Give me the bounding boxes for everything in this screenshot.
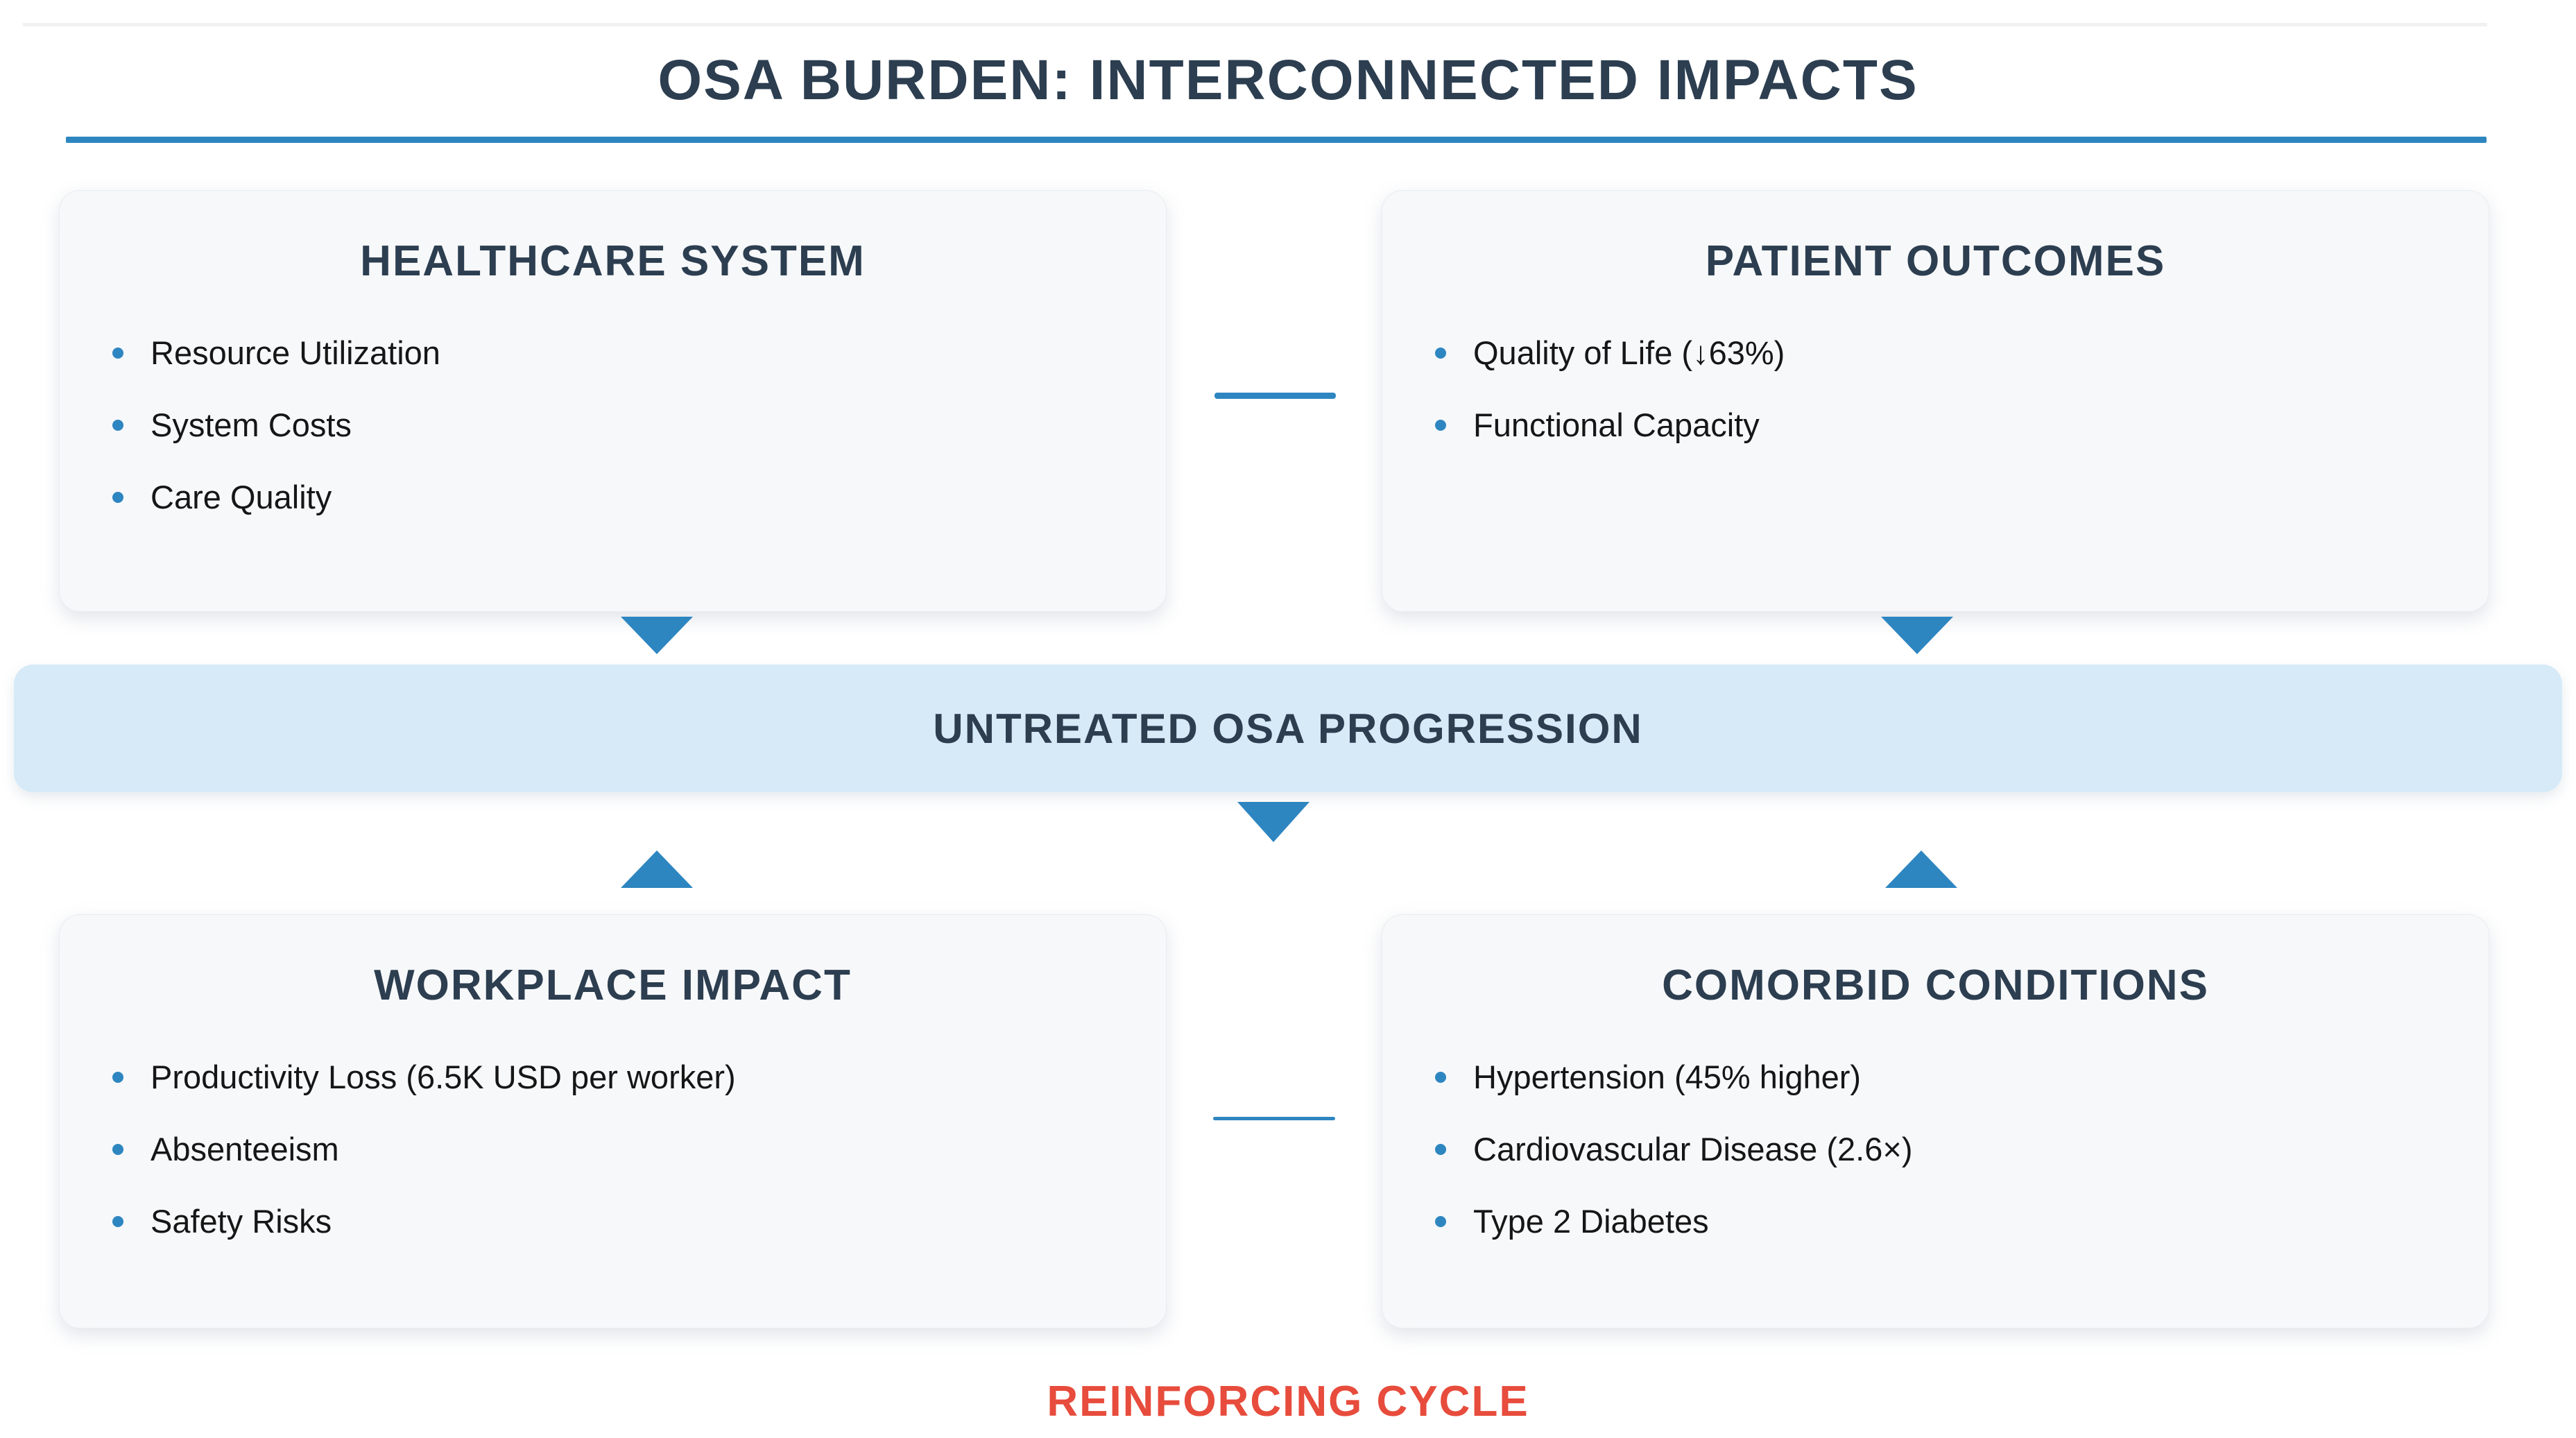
bullet-list: Quality of Life (↓63%) Functional Capaci…	[1382, 332, 2489, 446]
card-title: PATIENT OUTCOMES	[1705, 237, 2166, 285]
list-item: System Costs	[60, 404, 1166, 446]
bullet-list: Resource Utilization System Costs Care Q…	[60, 332, 1166, 518]
list-item: Resource Utilization	[60, 332, 1166, 374]
connector-line-top	[1214, 393, 1336, 399]
connector-line-bottom	[1213, 1117, 1335, 1120]
list-item: Hypertension (45% higher)	[1382, 1056, 2489, 1098]
bullet-list: Hypertension (45% higher) Cardiovascular…	[1382, 1056, 2489, 1242]
top-hairline	[23, 23, 2487, 26]
card-workplace-impact: WORKPLACE IMPACT Productivity Loss (6.5K…	[59, 914, 1167, 1328]
card-comorbid-conditions: COMORBID CONDITIONS Hypertension (45% hi…	[1382, 914, 2489, 1328]
arrow-down-icon	[1237, 802, 1310, 842]
card-healthcare-system: HEALTHCARE SYSTEM Resource Utilization S…	[59, 190, 1167, 612]
arrow-down-icon	[621, 617, 693, 654]
bullet-list: Productivity Loss (6.5K USD per worker) …	[60, 1056, 1166, 1242]
list-item: Quality of Life (↓63%)	[1382, 332, 2489, 374]
list-item: Safety Risks	[60, 1201, 1166, 1242]
card-patient-outcomes: PATIENT OUTCOMES Quality of Life (↓63%) …	[1382, 190, 2489, 612]
list-item: Type 2 Diabetes	[1382, 1201, 2489, 1242]
list-item: Productivity Loss (6.5K USD per worker)	[60, 1056, 1166, 1098]
arrow-down-icon	[1881, 617, 1953, 654]
reinforcing-cycle-label: REINFORCING CYCLE	[1047, 1378, 1529, 1426]
arrow-up-icon	[621, 850, 693, 888]
list-item: Absenteeism	[60, 1129, 1166, 1170]
card-title: COMORBID CONDITIONS	[1662, 961, 2209, 1009]
page-title: OSA BURDEN: INTERCONNECTED IMPACTS	[658, 49, 1918, 112]
list-item: Care Quality	[60, 477, 1166, 518]
card-title: WORKPLACE IMPACT	[374, 961, 852, 1009]
arrow-up-icon	[1885, 850, 1957, 888]
title-underline	[66, 137, 2487, 143]
list-item: Cardiovascular Disease (2.6×)	[1382, 1129, 2489, 1170]
center-bar-untreated-osa: UNTREATED OSA PROGRESSION	[14, 665, 2562, 792]
center-bar-label: UNTREATED OSA PROGRESSION	[933, 705, 1643, 752]
card-title: HEALTHCARE SYSTEM	[360, 237, 866, 285]
list-item: Functional Capacity	[1382, 404, 2489, 446]
